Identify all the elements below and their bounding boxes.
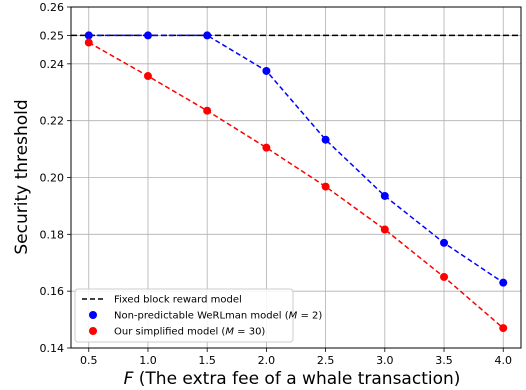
y-tick-label-2: 0.18 xyxy=(40,228,65,241)
data-point-s1-2 xyxy=(203,31,212,40)
data-point-s1-3 xyxy=(262,66,271,75)
data-point-s1-7 xyxy=(499,278,508,287)
data-point-s2-7 xyxy=(499,324,508,333)
x-axis-ticks: 0.5 1.0 1.5 2.0 2.5 3.0 3.5 4.0 xyxy=(80,348,512,367)
y-axis-label: Security threshold xyxy=(12,99,32,254)
legend-label-0: Fixed block reward model xyxy=(114,295,242,306)
series-layer xyxy=(71,31,521,333)
x-axis-label: F (The extra fee of a whale transaction) xyxy=(124,369,461,389)
data-point-s1-1 xyxy=(143,31,152,40)
y-tick-label-6: 0.25 xyxy=(40,29,65,42)
x-tick-label-2: 1.5 xyxy=(198,354,216,367)
legend-entries: Fixed block reward model Non-predictable … xyxy=(82,295,322,338)
y-tick-label-4: 0.22 xyxy=(40,115,65,128)
x-tick-label-5: 3.0 xyxy=(376,354,394,367)
data-point-s2-6 xyxy=(440,272,449,281)
x-tick-label-6: 3.5 xyxy=(435,354,453,367)
series-line-1 xyxy=(88,34,504,284)
data-point-s2-5 xyxy=(380,225,389,234)
x-tick-label-1: 1.0 xyxy=(139,354,157,367)
data-point-s2-0 xyxy=(84,38,93,47)
data-point-s1-5 xyxy=(380,191,389,200)
legend: Fixed block reward model Non-predictable … xyxy=(74,288,322,343)
data-point-s1-4 xyxy=(321,135,330,144)
legend-label-1: Non-predictable WeRLman model (M = 2) xyxy=(114,311,322,322)
legend-marker-2 xyxy=(89,327,97,335)
y-axis-ticks: 0.14 0.16 0.18 0.20 0.22 0.24 0.25 0.26 xyxy=(40,1,71,355)
data-point-s2-4 xyxy=(321,182,330,191)
y-tick-label-5: 0.24 xyxy=(40,58,65,71)
y-tick-label-1: 0.16 xyxy=(40,285,65,298)
data-point-s2-3 xyxy=(262,143,271,152)
data-point-s1-6 xyxy=(440,238,449,247)
y-tick-label-7: 0.26 xyxy=(40,1,65,14)
legend-label-2: Our simplified model (M = 30) xyxy=(114,327,265,338)
y-tick-label-3: 0.20 xyxy=(40,172,65,185)
y-tick-label-0: 0.14 xyxy=(40,342,65,355)
x-tick-label-7: 4.0 xyxy=(494,354,512,367)
x-tick-label-3: 2.0 xyxy=(258,354,276,367)
legend-box xyxy=(74,288,294,343)
data-point-s2-1 xyxy=(143,72,152,81)
data-point-s1-0 xyxy=(84,31,93,40)
x-tick-label-4: 2.5 xyxy=(317,354,335,367)
series-line-2 xyxy=(88,41,504,329)
legend-marker-1 xyxy=(89,311,97,319)
x-tick-label-0: 0.5 xyxy=(80,354,98,367)
data-point-s2-2 xyxy=(203,106,212,115)
